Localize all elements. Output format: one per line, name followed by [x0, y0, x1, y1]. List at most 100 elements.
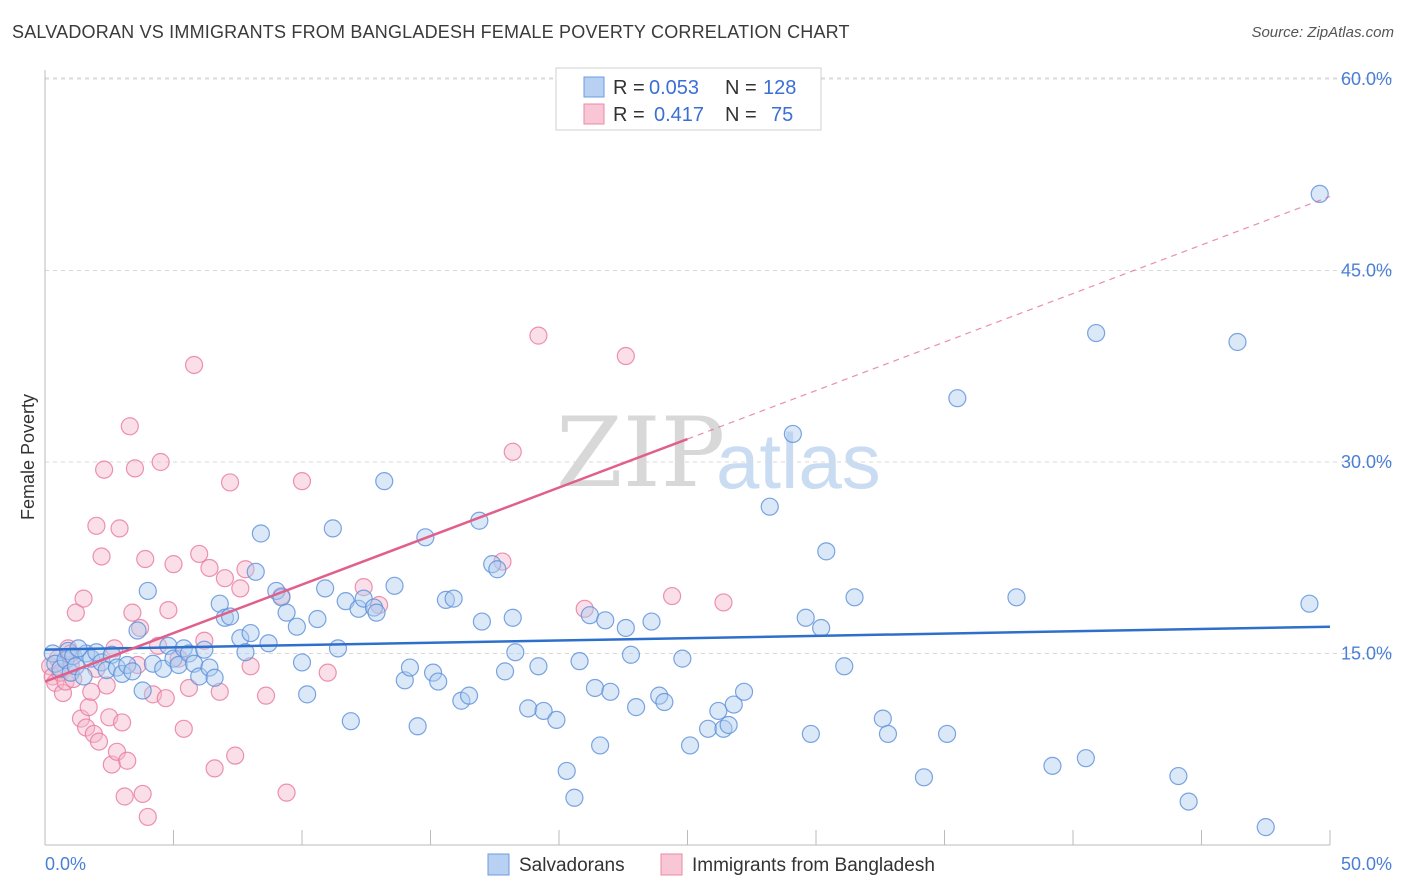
watermark-zip: ZIP	[556, 397, 725, 509]
salvadoran-point-46	[287, 617, 306, 636]
salvadoran-point-30	[190, 667, 209, 686]
salvadoran-point-114	[914, 768, 934, 787]
salvadoran-point-40	[246, 562, 265, 581]
salvadoran-point-82	[557, 761, 576, 781]
bangladesh-point-27	[112, 713, 132, 732]
salvadoran-point-113	[878, 724, 898, 744]
salvadoran-point-20	[133, 681, 152, 700]
salvadoran-point-112	[873, 709, 892, 728]
bangladesh-point-62	[292, 472, 312, 491]
series-salvadorans-points	[43, 184, 1329, 837]
salvadoran-point-1	[46, 654, 65, 673]
salvadoran-point-119	[1076, 749, 1095, 768]
legend-r-label-1: R =	[613, 77, 645, 99]
y-tick-label-30: 30.0%	[1341, 452, 1392, 472]
salvadoran-point-33	[205, 668, 224, 687]
bangladesh-point-21	[97, 676, 116, 695]
bangladesh-point-28	[115, 787, 134, 806]
bangladesh-point-32	[125, 459, 145, 478]
legend-bottom: Salvadorans Immigrants from Bangladesh	[487, 853, 935, 876]
legend-n-value-1: 128	[763, 77, 796, 99]
bangladesh-point-61	[277, 783, 296, 802]
y-tick-label-45: 45.0%	[1341, 261, 1392, 281]
salvadoran-point-105	[783, 424, 802, 444]
bangladesh-point-55	[226, 746, 245, 765]
bangladesh-point-12	[74, 589, 93, 608]
bangladesh-point-42	[159, 600, 178, 620]
salvadoran-point-50	[316, 579, 335, 598]
salvadoran-point-121	[1169, 766, 1188, 786]
bangladesh-point-59	[256, 686, 276, 705]
salvadoran-point-79	[529, 657, 548, 676]
salvadoran-point-98	[698, 719, 718, 738]
salvadoran-point-118	[1043, 756, 1062, 775]
bangladesh-point-40	[151, 452, 170, 472]
salvadoran-point-48	[298, 685, 317, 704]
salvadoran-point-74	[488, 560, 507, 579]
salvadoran-point-97	[680, 736, 700, 755]
salvadoran-point-92	[626, 698, 646, 717]
bangladesh-point-43	[164, 555, 183, 574]
x-tick-label-50: 50.0%	[1341, 854, 1392, 874]
salvadoran-point-66	[429, 672, 448, 691]
salvadoran-point-72	[472, 612, 491, 631]
legend-r-value-1: 0.053	[649, 77, 699, 99]
salvadoran-point-47	[292, 653, 312, 672]
bangladesh-point-19	[92, 547, 111, 566]
salvadoran-point-107	[801, 724, 820, 744]
salvadoran-point-116	[948, 389, 967, 408]
salvadoran-point-49	[308, 609, 327, 629]
salvadoran-point-106	[796, 608, 815, 627]
bangladesh-point-30	[120, 417, 139, 436]
y-axis-tick-labels: 15.0% 30.0% 45.0% 60.0%	[1341, 69, 1392, 664]
salvadoran-point-26	[169, 655, 188, 675]
salvadoran-point-70	[459, 686, 479, 705]
legend-bottom-bangladesh: Immigrants from Bangladesh	[692, 855, 935, 876]
bangladesh-point-47	[184, 355, 204, 375]
salvadoran-point-123	[1228, 332, 1247, 352]
salvadoran-point-56	[354, 589, 373, 608]
salvadoran-point-45	[277, 603, 296, 622]
legend-r-value-2: 0.417	[654, 104, 704, 126]
salvadoran-point-86	[585, 678, 605, 698]
bangladesh-point-26	[110, 519, 129, 538]
salvadoran-point-99	[709, 701, 728, 721]
legend-bottom-swatch-bangladesh	[660, 853, 683, 876]
salvadoran-point-32	[200, 658, 219, 677]
bangladesh-point-56	[231, 579, 250, 598]
legend-swatch-blue	[583, 76, 605, 98]
bangladesh-point-71	[662, 586, 682, 606]
bangladesh-point-50	[200, 558, 219, 578]
bangladesh-point-31	[123, 603, 142, 622]
salvadoran-point-75	[495, 662, 515, 681]
bangladesh-point-70	[616, 346, 635, 366]
bangladesh-point-54	[220, 473, 240, 492]
salvadoran-point-34	[210, 594, 229, 613]
x-tick-label-0: 0.0%	[45, 854, 86, 874]
salvadoran-point-54	[341, 712, 360, 731]
salvadoran-point-68	[444, 589, 463, 608]
salvadoran-point-22	[143, 654, 163, 673]
salvadoran-point-83	[565, 788, 584, 807]
salvadoran-point-55	[349, 599, 368, 618]
salvadoran-point-81	[547, 710, 566, 729]
legend-n-value-2: 75	[771, 104, 793, 126]
salvadoran-point-88	[596, 611, 615, 630]
legend-bottom-swatch-salvadorans	[487, 853, 510, 876]
y-tick-label-15: 15.0%	[1341, 644, 1392, 664]
bangladesh-point-52	[210, 682, 229, 701]
y-tick-label-60: 60.0%	[1341, 69, 1392, 89]
salvadoran-point-102	[724, 695, 743, 714]
salvadoran-point-51	[323, 519, 342, 538]
salvadoran-point-60	[385, 576, 404, 595]
watermark-atlas: atlas	[716, 417, 881, 505]
bangladesh-point-46	[179, 678, 199, 698]
salvadoran-point-91	[621, 645, 641, 664]
trend-line-salvadorans	[44, 625, 1331, 651]
salvadoran-point-122	[1179, 792, 1198, 811]
salvadoran-point-95	[655, 692, 674, 712]
salvadoran-point-38	[236, 643, 255, 662]
salvadoran-point-96	[673, 649, 692, 668]
y-axis-title: Female Poverty	[18, 394, 38, 520]
